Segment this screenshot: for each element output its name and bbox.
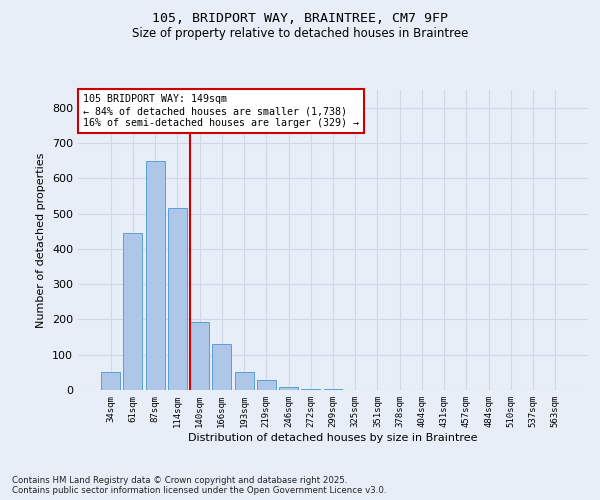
Bar [101,372,120,390]
Bar [190,322,209,390]
Text: Contains HM Land Registry data © Crown copyright and database right 2025.: Contains HM Land Registry data © Crown c… [12,476,347,485]
Text: 105 BRIDPORT WAY: 149sqm
← 84% of detached houses are smaller (1,738)
16% of sem: 105 BRIDPORT WAY: 149sqm ← 84% of detach… [83,94,359,128]
Text: Contains public sector information licensed under the Open Government Licence v3: Contains public sector information licen… [12,486,386,495]
Bar [279,387,298,390]
Bar [257,380,276,390]
Text: Size of property relative to detached houses in Braintree: Size of property relative to detached ho… [132,28,468,40]
Bar [235,372,254,390]
Y-axis label: Number of detached properties: Number of detached properties [37,152,46,328]
Text: 105, BRIDPORT WAY, BRAINTREE, CM7 9FP: 105, BRIDPORT WAY, BRAINTREE, CM7 9FP [152,12,448,26]
X-axis label: Distribution of detached houses by size in Braintree: Distribution of detached houses by size … [188,432,478,442]
Bar [146,160,164,390]
Bar [168,208,187,390]
Bar [212,344,231,390]
Bar [124,233,142,390]
